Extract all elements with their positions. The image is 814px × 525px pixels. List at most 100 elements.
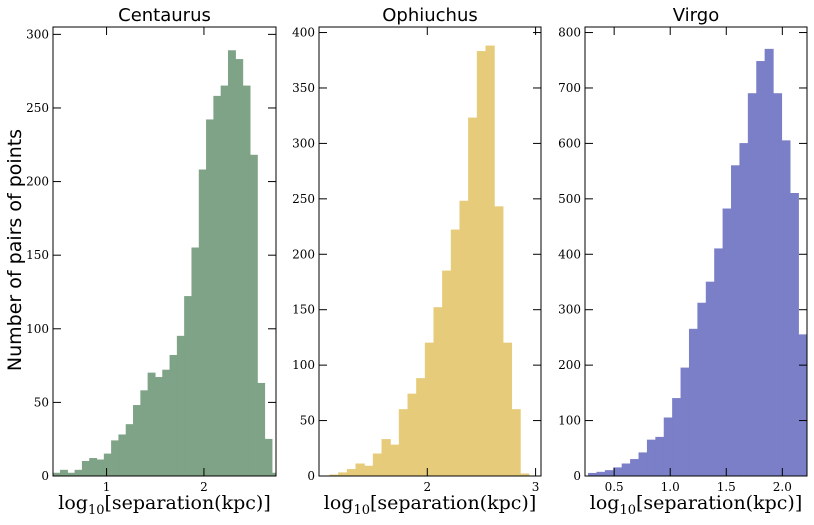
virgo-bar xyxy=(604,470,614,476)
ophiuchus-bar xyxy=(485,45,495,476)
virgo-bar xyxy=(621,463,631,476)
centaurus-bar xyxy=(227,50,236,476)
virgo-bar xyxy=(764,48,774,476)
centaurus-ytick-label: 150 xyxy=(26,248,49,262)
virgo-bar xyxy=(638,452,648,476)
virgo-xtick-label: 1.5 xyxy=(717,480,736,494)
ophiuchus-bars xyxy=(329,45,530,476)
centaurus-ytick-label: 300 xyxy=(26,27,49,41)
ophiuchus-bar xyxy=(424,342,435,476)
ophiuchus-ytick-label: 350 xyxy=(292,81,315,95)
ophiuchus-bar xyxy=(416,378,426,476)
virgo-bar xyxy=(806,420,807,476)
virgo-bar xyxy=(798,334,807,476)
centaurus-bar xyxy=(191,247,200,476)
virgo-ytick-label: 700 xyxy=(558,81,581,95)
centaurus-bar xyxy=(96,459,105,476)
virgo-bar xyxy=(722,208,732,476)
centaurus-bar xyxy=(111,440,120,476)
centaurus-bar xyxy=(213,95,222,476)
ophiuchus-x-axis-label: log10[separation(kpc)] xyxy=(324,492,536,518)
ophiuchus-ytick-label: 400 xyxy=(292,26,315,40)
centaurus-xtick-label: 2 xyxy=(200,480,208,494)
centaurus-x-axis-label: log10[separation(kpc)] xyxy=(58,492,270,518)
panel-centaurus: 0 50 100 150 200 250 300 1 2 Centaurus log10[separ… xyxy=(26,5,277,518)
centaurus-ytick-label: 0 xyxy=(41,469,49,483)
ophiuchus-bar xyxy=(372,453,383,476)
centaurus-axes-frame xyxy=(52,26,277,477)
centaurus-bar xyxy=(140,390,149,476)
ophiuchus-bar xyxy=(502,342,513,476)
ophiuchus-ytick-label: 50 xyxy=(300,414,315,428)
centaurus-bar xyxy=(198,169,207,476)
centaurus-ytick-label: 250 xyxy=(26,101,49,115)
ophiuchus-ytick-label: 250 xyxy=(292,192,315,206)
virgo-ytick-label: 500 xyxy=(558,192,581,206)
ophiuchus-ytick-label: 0 xyxy=(307,469,315,483)
virgo-bar xyxy=(731,165,741,476)
centaurus-bar xyxy=(169,354,178,476)
ophiuchus-bar xyxy=(390,444,400,476)
centaurus-bar xyxy=(81,460,90,476)
virgo-axes-frame xyxy=(584,26,808,477)
virgo-ytick-label: 800 xyxy=(558,26,581,40)
ophiuchus-bar xyxy=(398,409,409,476)
centaurus-bars xyxy=(53,50,276,476)
centaurus-bar xyxy=(220,85,229,476)
virgo-xtick-label: 0.5 xyxy=(605,480,624,494)
centaurus-bar xyxy=(118,434,127,476)
centaurus-xtick-label: 1 xyxy=(103,480,111,494)
centaurus-bar xyxy=(257,382,266,476)
virgo-bar xyxy=(697,302,707,476)
centaurus-bar xyxy=(206,119,214,476)
ophiuchus-xtick-label: 2 xyxy=(423,480,431,494)
panel-ophiuchus: 0 50 100 150 200 250 300 350 400 2 3 Ophiuchus log10… xyxy=(292,5,542,518)
ophiuchus-bar xyxy=(381,439,391,476)
virgo-x-axis-label: log10[separation(kpc)] xyxy=(590,492,802,518)
ophiuchus-axes-frame xyxy=(318,26,542,477)
ophiuchus-ytick-label: 150 xyxy=(292,303,315,317)
ophiuchus-bar xyxy=(433,307,443,476)
virgo-bar xyxy=(705,281,715,476)
centaurus-bar xyxy=(264,438,273,476)
virgo-bar xyxy=(646,439,656,476)
virgo-xtick-label: 1.0 xyxy=(661,480,680,494)
ophiuchus-bar xyxy=(459,200,469,476)
ophiuchus-bar xyxy=(494,206,504,476)
virgo-title: Virgo xyxy=(673,5,719,26)
centaurus-bar xyxy=(154,377,163,476)
virgo-bar xyxy=(688,328,698,476)
ophiuchus-title: Ophiuchus xyxy=(382,5,478,26)
centaurus-bar xyxy=(184,296,193,476)
virgo-bar xyxy=(672,398,682,476)
virgo-ytick-label: 100 xyxy=(558,414,581,428)
centaurus-ytick-label: 200 xyxy=(26,175,49,189)
virgo-bar xyxy=(613,467,623,476)
virgo-bar xyxy=(739,143,749,476)
virgo-ytick-label: 600 xyxy=(558,136,581,150)
virgo-bars xyxy=(588,48,807,476)
virgo-ytick-label: 300 xyxy=(558,303,581,317)
ophiuchus-bar xyxy=(450,229,461,476)
virgo-bar xyxy=(756,61,766,476)
centaurus-ytick-label: 100 xyxy=(26,322,49,336)
ophiuchus-bar xyxy=(476,51,487,476)
virgo-ytick-label: 0 xyxy=(573,469,581,483)
ophiuchus-bar xyxy=(355,463,365,476)
virgo-ytick-label: 200 xyxy=(558,358,581,372)
centaurus-bar xyxy=(242,85,251,476)
ophiuchus-bar xyxy=(364,465,374,476)
y-axis-label: Number of pairs of points xyxy=(4,129,26,371)
ophiuchus-bar xyxy=(407,393,417,476)
virgo-bar xyxy=(680,367,690,476)
virgo-bar xyxy=(630,459,640,476)
centaurus-bar xyxy=(162,369,171,476)
virgo-bar xyxy=(773,93,783,476)
centaurus-bar xyxy=(133,405,141,476)
ophiuchus-ytick-label: 300 xyxy=(292,136,315,150)
virgo-bar xyxy=(714,248,724,476)
centaurus-bar xyxy=(176,335,185,476)
virgo-bar xyxy=(596,471,606,476)
ophiuchus-ytick-label: 200 xyxy=(292,247,315,261)
